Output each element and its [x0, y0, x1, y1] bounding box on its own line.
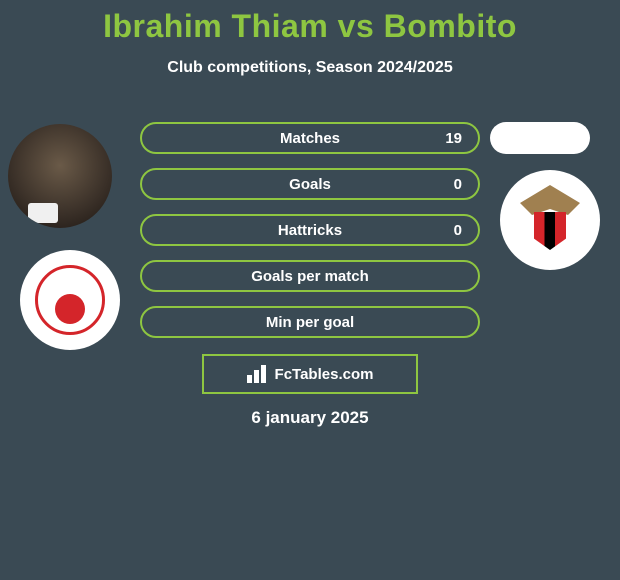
date-label: 6 january 2025: [0, 408, 620, 428]
club-right-crest: [520, 185, 580, 255]
club-left-badge: [20, 250, 120, 350]
stat-right-value: 0: [454, 222, 462, 239]
stat-label: Matches: [280, 130, 340, 147]
stat-row: Matches 19: [140, 122, 480, 154]
eagle-icon: [520, 185, 580, 215]
page-title: Ibrahim Thiam vs Bombito: [0, 0, 620, 45]
stat-label: Min per goal: [266, 314, 354, 331]
player-left-avatar: [8, 124, 112, 228]
watermark-text: FcTables.com: [275, 366, 374, 383]
stat-row: Hattricks 0: [140, 214, 480, 246]
stat-label: Hattricks: [278, 222, 342, 239]
club-right-badge: [500, 170, 600, 270]
stat-row: Min per goal: [140, 306, 480, 338]
player-right-avatar: [490, 122, 590, 154]
club-left-crest: [35, 265, 105, 335]
stat-right-value: 19: [445, 130, 462, 147]
stat-row: Goals 0: [140, 168, 480, 200]
stat-label: Goals: [289, 176, 331, 193]
stats-list: Matches 19 Goals 0 Hattricks 0 Goals per…: [140, 122, 480, 352]
stat-label: Goals per match: [251, 268, 369, 285]
stat-right-value: 0: [454, 176, 462, 193]
page-subtitle: Club competitions, Season 2024/2025: [0, 59, 620, 77]
stat-row: Goals per match: [140, 260, 480, 292]
shield-icon: [534, 212, 566, 250]
bar-chart-icon: [247, 365, 269, 383]
watermark: FcTables.com: [202, 354, 418, 394]
